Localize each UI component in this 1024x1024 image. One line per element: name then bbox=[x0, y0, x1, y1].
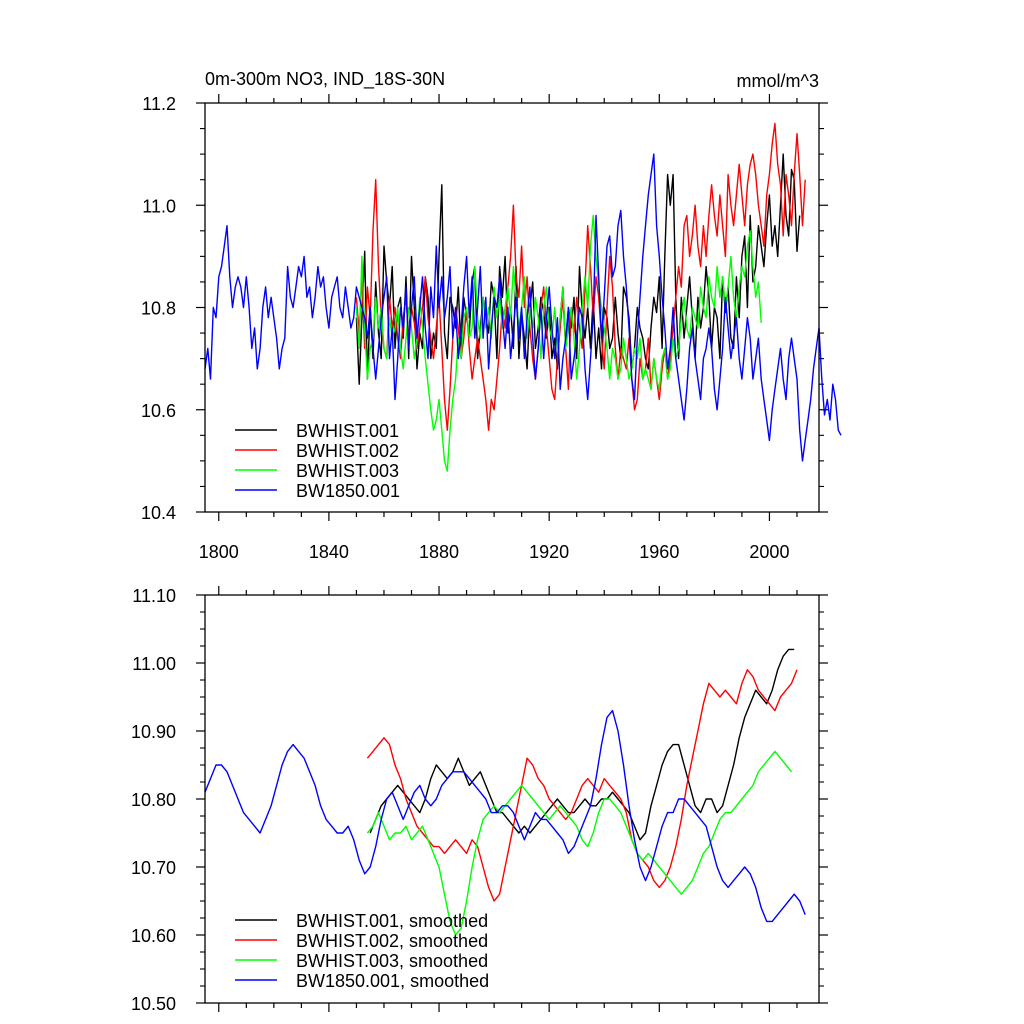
y-tick-label-3: 10.80 bbox=[131, 790, 176, 810]
series-line-bwhist-001-smoothed bbox=[369, 648, 795, 841]
y-tick-label-2: 10.70 bbox=[131, 858, 176, 878]
x-tick-label-1960: 1960 bbox=[639, 542, 679, 562]
panel-top-frame bbox=[204, 102, 820, 513]
x-tick-label-1800: 1800 bbox=[199, 542, 239, 562]
series-line-bwhist-002-smoothed bbox=[366, 669, 798, 902]
panel-bottom-ticks: 10.50 10.60 10.70 10.80 10.90 11.00 11.10 bbox=[131, 586, 828, 1014]
panel-top-series bbox=[204, 122, 842, 472]
legend-label-3: BW1850.001, smoothed bbox=[296, 971, 489, 991]
series-line-bw1850-001 bbox=[204, 153, 842, 462]
panel-bottom-series bbox=[204, 648, 806, 936]
y-tick-label-1: 10.6 bbox=[141, 401, 176, 421]
y-tick-label-0: 10.4 bbox=[141, 503, 176, 523]
legend-label-0: BWHIST.001, smoothed bbox=[296, 911, 488, 931]
legend-label-2: BWHIST.003, smoothed bbox=[296, 951, 488, 971]
panel-top: 0m-300m NO3, IND_18S-30N mmol/m^3 1800 18… bbox=[141, 69, 842, 562]
panel-top-title: 0m-300m NO3, IND_18S-30N bbox=[205, 69, 445, 90]
x-tick-label-1920: 1920 bbox=[529, 542, 569, 562]
y-tick-label-2: 10.8 bbox=[141, 299, 176, 319]
x-tick-label-1880: 1880 bbox=[419, 542, 459, 562]
y-tick-label-1: 10.60 bbox=[131, 926, 176, 946]
y-tick-label-5: 11.00 bbox=[132, 654, 176, 674]
panel-top-units: mmol/m^3 bbox=[737, 71, 819, 91]
y-tick-label-3: 11.0 bbox=[142, 196, 176, 216]
y-tick-label-6: 11.10 bbox=[132, 586, 176, 606]
y-tick-label-4: 11.2 bbox=[142, 94, 176, 114]
series-line-bwhist-003 bbox=[355, 214, 762, 472]
legend-label-1: BWHIST.002 bbox=[296, 441, 399, 461]
panel-bottom-frame bbox=[204, 594, 820, 1004]
x-tick-label-2000: 2000 bbox=[749, 542, 789, 562]
series-line-bw1850-001-smoothed bbox=[204, 709, 806, 923]
y-tick-label-4: 10.90 bbox=[131, 722, 176, 742]
legend-label-0: BWHIST.001 bbox=[296, 421, 399, 441]
panel-top-ticks: 1800 1840 1880 1920 1960 2000 10.4 10.6 10.8 11.0… bbox=[141, 94, 828, 562]
y-tick-label-0: 10.50 bbox=[131, 994, 176, 1014]
legend-label-3: BW1850.001 bbox=[296, 481, 400, 501]
legend-label-1: BWHIST.002, smoothed bbox=[296, 931, 488, 951]
x-tick-label-1840: 1840 bbox=[309, 542, 349, 562]
legend-label-2: BWHIST.003 bbox=[296, 461, 399, 481]
panel-bottom: 10.50 10.60 10.70 10.80 10.90 11.00 11.10 BWHI… bbox=[131, 586, 828, 1014]
